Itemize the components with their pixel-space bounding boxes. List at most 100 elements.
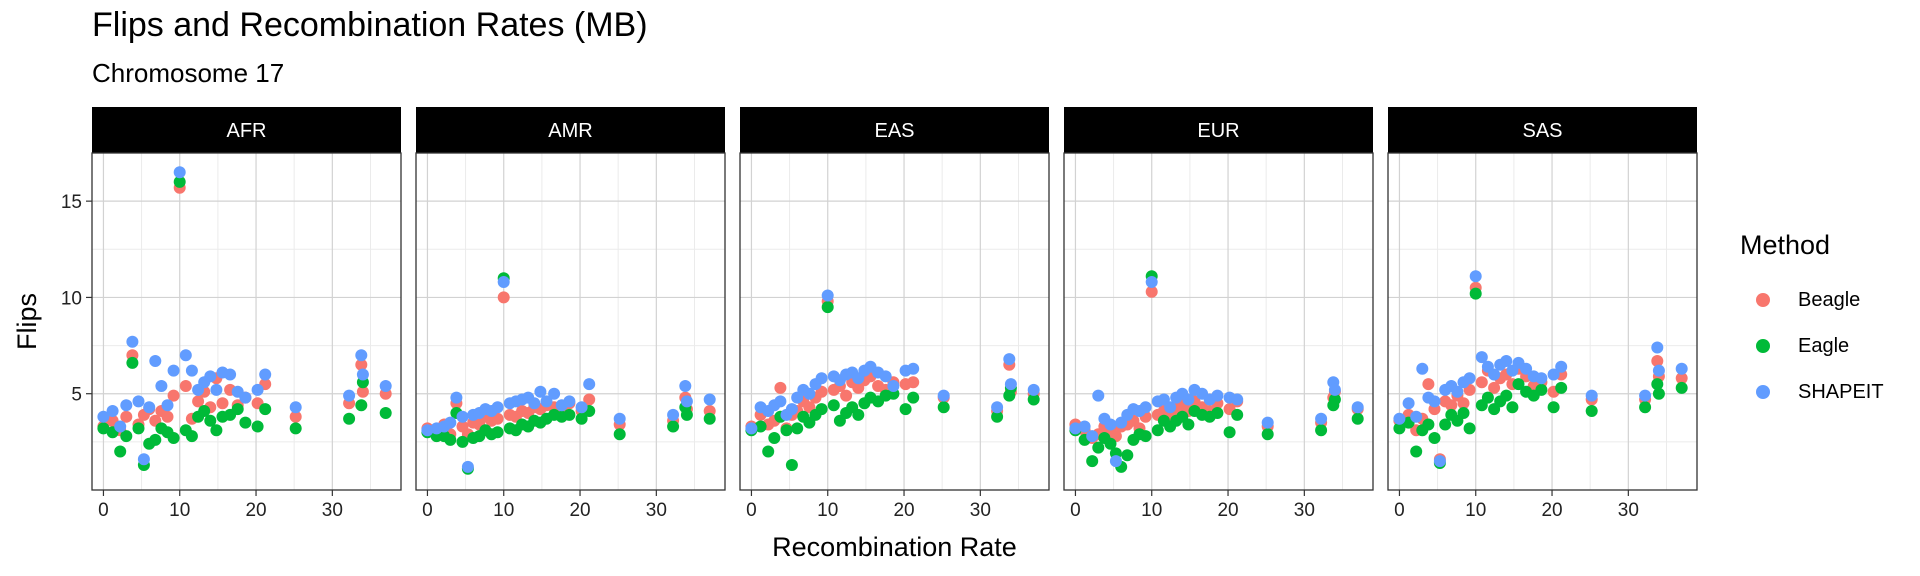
point-amr-shapeit [450, 391, 463, 404]
point-amr-eagle [667, 420, 680, 433]
point-sas-shapeit [1488, 368, 1501, 381]
point-sas-shapeit [1393, 412, 1406, 425]
point-eas-eagle [768, 432, 781, 444]
point-amr-eagle [575, 412, 588, 425]
point-eur-shapeit [1328, 383, 1341, 396]
point-amr-shapeit [679, 380, 692, 392]
point-afr-eagle [167, 432, 180, 444]
point-eas-shapeit [937, 389, 950, 402]
point-eur-shapeit [1078, 420, 1091, 433]
point-sas-shapeit [1475, 351, 1488, 364]
point-sas-beagle [1457, 397, 1470, 410]
point-amr-shapeit [548, 387, 561, 400]
point-eur-shapeit [1104, 418, 1117, 431]
point-amr-shapeit [540, 395, 553, 408]
point-afr-eagle [259, 403, 272, 416]
point-sas-eagle [1585, 405, 1598, 417]
point-sas-shapeit [1547, 368, 1560, 381]
panel-border-afr [91, 152, 402, 491]
point-eas-beagle [774, 381, 787, 394]
point-eur-beagle [1145, 285, 1158, 298]
point-sas-shapeit [1451, 385, 1464, 398]
point-amr-shapeit [461, 460, 474, 473]
point-afr-beagle [167, 389, 180, 402]
point-sas-shapeit [1555, 360, 1568, 373]
x-tick-label: 30 [1294, 500, 1315, 521]
point-eas-eagle [821, 301, 834, 314]
point-eur-shapeit [1182, 393, 1195, 406]
point-eas-eagle [785, 459, 798, 471]
point-eur-shapeit [1231, 393, 1244, 406]
panel-border-amr [415, 152, 726, 491]
point-eas-shapeit [785, 403, 798, 416]
chart-title: Flips and Recombination Rates (MB) [92, 6, 648, 44]
strip-sas [1388, 107, 1697, 153]
strip-label-amr: AMR [548, 120, 592, 142]
point-afr-eagle [355, 399, 368, 412]
panel-eur: EUR 0 10 20 30 [1063, 107, 1374, 521]
point-eas-eagle [899, 403, 912, 416]
point-afr-eagle [198, 405, 211, 417]
point-sas-eagle [1535, 383, 1548, 396]
x-tick-label: 10 [1465, 500, 1486, 521]
point-sas-shapeit [1416, 362, 1429, 375]
point-sas-eagle [1500, 389, 1513, 402]
point-sas-shapeit [1639, 389, 1652, 402]
point-sas-eagle [1439, 418, 1452, 431]
point-eur-shapeit [1069, 422, 1082, 435]
x-tick-label: 0 [1394, 500, 1405, 521]
point-amr-eagle [703, 412, 716, 425]
point-eur-shapeit [1086, 430, 1099, 443]
point-afr-shapeit [155, 380, 168, 392]
point-eur-eagle [1261, 428, 1274, 441]
point-eur-eagle [1086, 455, 1099, 468]
point-afr-eagle [343, 412, 356, 425]
point-afr-eagle [173, 175, 186, 188]
point-sas-beagle [1651, 355, 1664, 367]
point-eas-eagle [815, 403, 828, 416]
point-eur-shapeit [1211, 389, 1224, 402]
panel-border-eur [1063, 152, 1374, 491]
point-afr-shapeit [179, 349, 192, 362]
point-amr-beagle [583, 393, 596, 406]
point-sas-shapeit [1585, 389, 1598, 402]
panel-border-eas [739, 152, 1050, 491]
panel-border-sas [1387, 152, 1698, 491]
x-tick-label: 0 [98, 500, 109, 521]
x-tick-label: 20 [893, 500, 914, 521]
panel-sas: SAS 0 10 20 30 [1387, 107, 1698, 521]
point-afr-beagle [355, 358, 368, 371]
point-afr-eagle [126, 356, 139, 369]
x-tick-label: 20 [1217, 500, 1238, 521]
point-eas-eagle [1027, 393, 1040, 406]
point-sas-eagle [1639, 401, 1652, 414]
x-tick-label: 10 [1141, 500, 1162, 521]
point-afr-shapeit [289, 401, 302, 414]
point-sas-eagle [1651, 378, 1664, 391]
point-sas-eagle [1481, 391, 1494, 404]
point-sas-shapeit [1463, 372, 1476, 385]
point-amr-eagle [444, 433, 457, 446]
point-eur-shapeit [1261, 416, 1274, 429]
point-amr-beagle [497, 291, 510, 304]
point-sas-shapeit [1535, 372, 1548, 385]
panel-amr: AMR 0 10 20 30 [415, 107, 726, 521]
legend-item-eagle: Eagle [1740, 323, 1884, 369]
point-sas-shapeit [1402, 397, 1415, 410]
point-eas-eagle [754, 420, 767, 433]
x-tick-label: 30 [1618, 500, 1639, 521]
point-eas-shapeit [879, 370, 892, 383]
point-sas-shapeit [1520, 362, 1533, 375]
point-eur-eagle [1211, 407, 1224, 419]
point-eas-shapeit [821, 289, 834, 302]
point-afr-shapeit [120, 399, 133, 412]
point-sas-beagle [1445, 399, 1458, 412]
point-eas-beagle [907, 376, 920, 389]
point-amr-eagle [456, 435, 469, 448]
point-eur-shapeit [1092, 389, 1105, 402]
point-eur-shapeit [1315, 412, 1328, 425]
point-sas-eagle [1555, 381, 1568, 394]
point-afr-beagle [356, 385, 369, 398]
point-afr-shapeit [239, 391, 252, 404]
